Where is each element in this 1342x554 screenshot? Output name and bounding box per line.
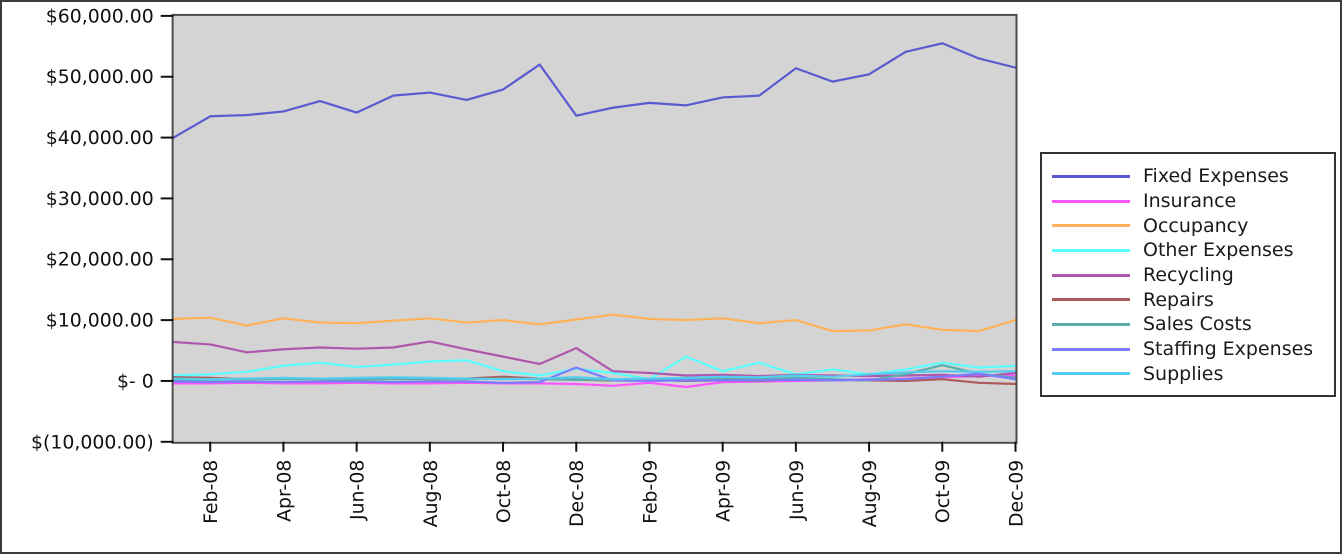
legend-swatch-line [1052,248,1130,252]
legend-label: Supplies [1143,362,1224,385]
series-line-occupancy [172,313,1017,333]
legend-label: Insurance [1143,190,1237,213]
x-tick-label: Aug-09 [859,460,881,528]
legend-label: Occupancy [1143,214,1249,237]
legend-item-sales-costs: Sales Costs [1042,312,1334,337]
legend: Fixed Expenses Insurance Occupancy Other… [1040,152,1336,398]
legend-label: Repairs [1143,288,1214,311]
y-tick-label: $60,000.00 [46,5,154,27]
series-line-recycling [172,340,1017,378]
x-tick-label: Feb-09 [639,460,661,524]
series-line-fixed-expenses [172,42,1017,139]
x-tick-label: Dec-08 [566,460,588,527]
legend-swatch-line [1052,199,1130,203]
y-tick-label: $50,000.00 [46,66,154,88]
legend-swatch-line [1052,224,1130,228]
y-tick-label: $10,000.00 [46,310,154,332]
legend-label: Other Expenses [1143,239,1294,262]
legend-swatch-line [1052,372,1130,376]
legend-item-recycling: Recycling [1042,263,1334,288]
legend-item-other-expenses: Other Expenses [1042,238,1334,263]
legend-label: Recycling [1143,264,1234,287]
x-tick-label: Apr-08 [273,460,295,522]
legend-swatch-line [1052,298,1130,302]
x-tick-label: Apr-09 [713,460,735,522]
x-tick-label: Oct-08 [493,460,515,523]
legend-swatch-line [1052,273,1130,277]
legend-item-repairs: Repairs [1042,287,1334,312]
x-tick-label: Jun-09 [786,460,808,521]
y-tick-label: $30,000.00 [46,188,154,210]
y-tick-label: $(10,000.00) [31,431,154,453]
legend-label: Staffing Expenses [1143,338,1314,361]
series-line-supplies [172,370,1017,381]
x-tick-label: Oct-09 [932,460,954,523]
legend-item-occupancy: Occupancy [1042,213,1334,238]
legend-label: Fixed Expenses [1143,165,1289,188]
x-tick-label: Feb-08 [200,460,222,524]
x-tick-label: Aug-08 [420,460,442,528]
y-tick-label: $20,000.00 [46,249,154,271]
legend-item-insurance: Insurance [1042,189,1334,214]
legend-label: Sales Costs [1143,313,1252,336]
x-tick-label: Jun-08 [347,460,369,521]
plot-border [171,13,1018,444]
legend-swatch-line [1052,347,1130,351]
series-line-staffing-expenses [172,366,1017,384]
legend-swatch-line [1052,322,1130,326]
y-tick-label: $- 0 [117,370,154,392]
legend-item-staffing-expenses: Staffing Expenses [1042,337,1334,362]
legend-item-supplies: Supplies [1042,362,1334,387]
y-tick-label: $40,000.00 [46,127,154,149]
x-tick-label: Dec-09 [1005,460,1027,527]
legend-swatch-line [1052,174,1130,178]
legend-item-fixed-expenses: Fixed Expenses [1042,164,1334,189]
